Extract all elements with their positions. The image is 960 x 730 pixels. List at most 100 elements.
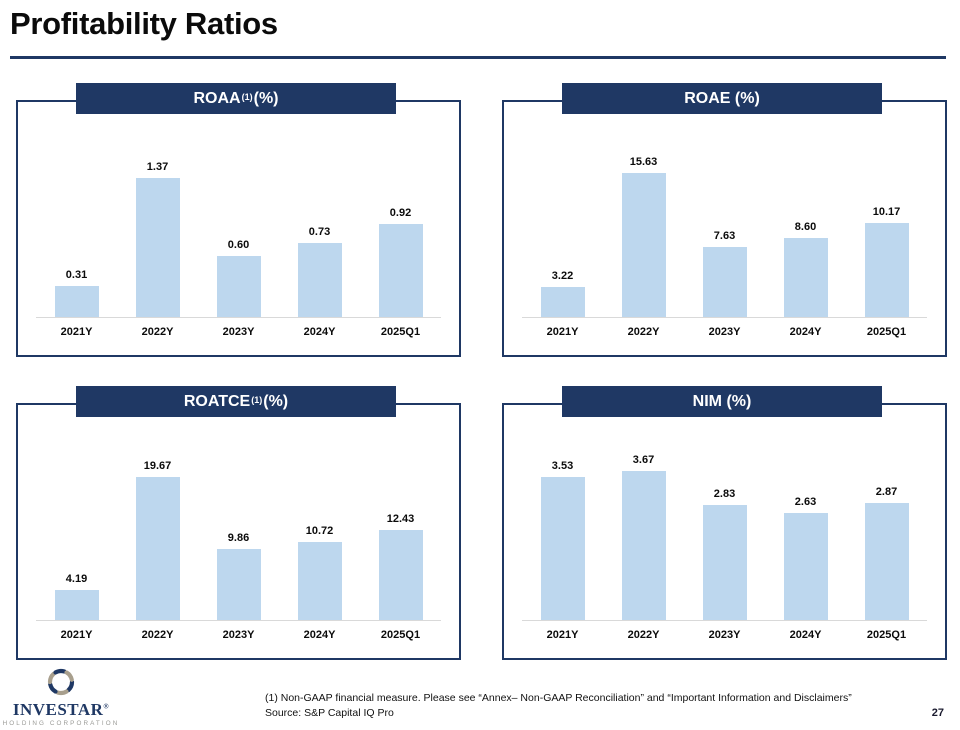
bar-group: 7.63 [684, 114, 765, 317]
footnote-line-2: Source: S&P Capital IQ Pro [265, 707, 394, 720]
bar [702, 247, 747, 317]
footnotes: (1) Non-GAAP financial measure. Please s… [265, 691, 905, 721]
bar-group: 2.83 [684, 417, 765, 620]
category-label: 2021Y [60, 326, 93, 338]
category-label: 2025Q1 [380, 629, 421, 641]
plot-area: 4.19 19.67 9.86 10.72 12.43 [36, 417, 441, 621]
category-label: 2023Y [222, 629, 255, 641]
bar-value-label: 0.92 [389, 207, 412, 219]
bar-value-label: 9.86 [227, 532, 250, 544]
category-label: 2024Y [789, 326, 822, 338]
category-label: 2024Y [789, 629, 822, 641]
category-label: 2022Y [141, 629, 174, 641]
bar-value-label: 2.63 [794, 496, 817, 508]
category-label: 2022Y [627, 629, 660, 641]
category-label: 2024Y [303, 326, 336, 338]
bar [783, 238, 828, 317]
bar-value-label: 0.73 [308, 226, 331, 238]
title-underline-divider [10, 56, 946, 59]
plot-area: 3.22 15.63 7.63 8.60 10.17 [522, 114, 927, 318]
bar-value-label: 10.17 [872, 206, 901, 218]
category-axis: 2021Y 2022Y 2023Y 2024Y 2025Q1 [36, 326, 441, 338]
bar [621, 471, 666, 620]
bar-group: 3.67 [603, 417, 684, 620]
chart-panel-roae: 3.22 15.63 7.63 8.60 10.17 2021Y 2022Y 2023Y 20… [502, 83, 947, 362]
bar-group: 19.67 [117, 417, 198, 620]
category-label: 2025Q1 [866, 326, 907, 338]
bar-group: 10.17 [846, 114, 927, 317]
chart-title: ROATCE (1) (%) [76, 386, 396, 417]
chart-frame: 0.31 1.37 0.60 0.73 0.92 2021Y 2022Y 2023Y 2024… [16, 100, 461, 357]
category-label: 2022Y [141, 326, 174, 338]
bar [378, 224, 423, 317]
logo-subtitle: HOLDING CORPORATION [2, 720, 120, 727]
chart-frame: 3.22 15.63 7.63 8.60 10.17 2021Y 2022Y 2023Y 20… [502, 100, 947, 357]
chart-title: ROAA (1) (%) [76, 83, 396, 114]
bar-value-label: 2.83 [713, 488, 736, 500]
category-label: 2023Y [222, 326, 255, 338]
bar [135, 477, 180, 620]
chart-panel-nim: 3.53 3.67 2.83 2.63 2.87 2021Y 2022Y 2023Y 2024… [502, 386, 947, 665]
page-title: Profitability Ratios [10, 6, 278, 41]
bar-group: 2.87 [846, 417, 927, 620]
bar-group: 12.43 [360, 417, 441, 620]
category-axis: 2021Y 2022Y 2023Y 2024Y 2025Q1 [522, 326, 927, 338]
bar [621, 173, 666, 317]
bar-value-label: 8.60 [794, 221, 817, 233]
category-label: 2024Y [303, 629, 336, 641]
bar-group: 0.60 [198, 114, 279, 317]
plot-area: 0.31 1.37 0.60 0.73 0.92 [36, 114, 441, 318]
bar-group: 4.19 [36, 417, 117, 620]
bar [54, 286, 99, 317]
bar [216, 549, 261, 620]
chart-panel-roaa: 0.31 1.37 0.60 0.73 0.92 2021Y 2022Y 2023Y 2024… [16, 83, 461, 362]
bar [54, 590, 99, 620]
chart-panel-roatce: 4.19 19.67 9.86 10.72 12.43 2021Y 2022Y 2023Y 2… [16, 386, 461, 665]
bar-group: 0.92 [360, 114, 441, 317]
chart-frame: 4.19 19.67 9.86 10.72 12.43 2021Y 2022Y 2023Y 2… [16, 403, 461, 660]
bar-value-label: 3.53 [551, 460, 574, 472]
bar-group: 3.53 [522, 417, 603, 620]
page-number: 27 [931, 707, 944, 719]
bar [297, 243, 342, 317]
investar-pinwheel-icon [47, 668, 75, 696]
category-label: 2021Y [546, 326, 579, 338]
chart-title: NIM (%) [562, 386, 882, 417]
bar-group: 0.73 [279, 114, 360, 317]
bar [540, 477, 585, 620]
category-label: 2021Y [60, 629, 93, 641]
bar [378, 530, 423, 620]
plot-area: 3.53 3.67 2.83 2.63 2.87 [522, 417, 927, 621]
bar [864, 503, 909, 620]
bar [216, 256, 261, 317]
bar-value-label: 15.63 [629, 156, 658, 168]
bar-value-label: 3.22 [551, 270, 574, 282]
logo-wordmark: INVESTAR® [12, 700, 110, 719]
category-axis: 2021Y 2022Y 2023Y 2024Y 2025Q1 [36, 629, 441, 641]
bar [783, 513, 828, 620]
company-logo: INVESTAR® HOLDING CORPORATION [3, 664, 117, 727]
category-label: 2022Y [627, 326, 660, 338]
bar-value-label: 4.19 [65, 573, 88, 585]
bar-group: 1.37 [117, 114, 198, 317]
bar-group: 2.63 [765, 417, 846, 620]
bar-value-label: 2.87 [875, 486, 898, 498]
category-label: 2025Q1 [380, 326, 421, 338]
category-label: 2023Y [708, 629, 741, 641]
bar-value-label: 19.67 [143, 460, 172, 472]
registered-trademark-symbol: ® [103, 702, 110, 711]
bar-group: 9.86 [198, 417, 279, 620]
bar-value-label: 0.60 [227, 239, 250, 251]
bar [135, 178, 180, 317]
category-label: 2023Y [708, 326, 741, 338]
bar-group: 15.63 [603, 114, 684, 317]
bar-value-label: 12.43 [386, 513, 415, 525]
bar-value-label: 0.31 [65, 269, 88, 281]
bar [702, 505, 747, 620]
bar [864, 223, 909, 317]
bar-group: 0.31 [36, 114, 117, 317]
category-label: 2021Y [546, 629, 579, 641]
bar-group: 3.22 [522, 114, 603, 317]
bar-value-label: 1.37 [146, 161, 169, 173]
bar-group: 10.72 [279, 417, 360, 620]
